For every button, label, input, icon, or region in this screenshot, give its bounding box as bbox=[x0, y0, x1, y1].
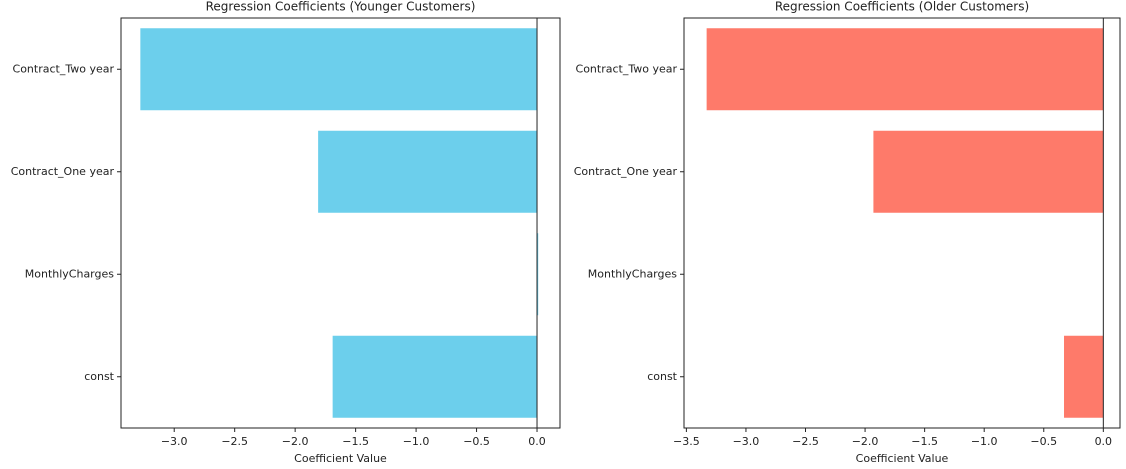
plot-frame bbox=[120, 17, 561, 429]
bar bbox=[537, 233, 539, 316]
x-tick-label: −2.0 bbox=[282, 435, 309, 448]
x-tick-label: −3.5 bbox=[673, 435, 700, 448]
x-axis-label: Coefficient Value bbox=[856, 452, 949, 465]
x-tick-label: −1.5 bbox=[911, 435, 938, 448]
y-tick-label: Contract_One year bbox=[11, 165, 115, 178]
x-tick-label: 0.0 bbox=[528, 435, 546, 448]
bar bbox=[332, 335, 538, 418]
x-tick-label: −2.0 bbox=[852, 435, 879, 448]
y-tick-label: const bbox=[647, 370, 677, 383]
x-tick-label: −1.0 bbox=[971, 435, 998, 448]
x-tick-label: −2.5 bbox=[792, 435, 819, 448]
x-tick-label: −3.0 bbox=[161, 435, 188, 448]
plot-frame bbox=[683, 17, 1121, 429]
bar bbox=[706, 28, 1104, 111]
x-tick-label: −1.5 bbox=[342, 435, 369, 448]
bar bbox=[140, 28, 538, 111]
bar bbox=[873, 130, 1104, 213]
y-tick-label: MonthlyCharges bbox=[25, 267, 115, 280]
bar bbox=[318, 130, 538, 213]
y-tick-label: Contract_Two year bbox=[13, 62, 115, 75]
x-tick-label: −3.0 bbox=[733, 435, 760, 448]
bar bbox=[1064, 335, 1104, 418]
x-tick-label: −2.5 bbox=[221, 435, 248, 448]
x-tick-label: 0.0 bbox=[1095, 435, 1113, 448]
chart-title: Regression Coefficients (Older Customers… bbox=[775, 0, 1029, 14]
y-tick-label: const bbox=[84, 370, 114, 383]
x-axis-label: Coefficient Value bbox=[294, 452, 387, 465]
x-tick-label: −0.5 bbox=[1030, 435, 1057, 448]
chart-title: Regression Coefficients (Younger Custome… bbox=[206, 0, 476, 14]
y-tick-label: MonthlyCharges bbox=[588, 267, 678, 280]
y-tick-label: Contract_Two year bbox=[576, 62, 678, 75]
x-tick-label: −1.0 bbox=[403, 435, 430, 448]
y-tick-label: Contract_One year bbox=[574, 165, 678, 178]
x-tick-label: −0.5 bbox=[463, 435, 490, 448]
